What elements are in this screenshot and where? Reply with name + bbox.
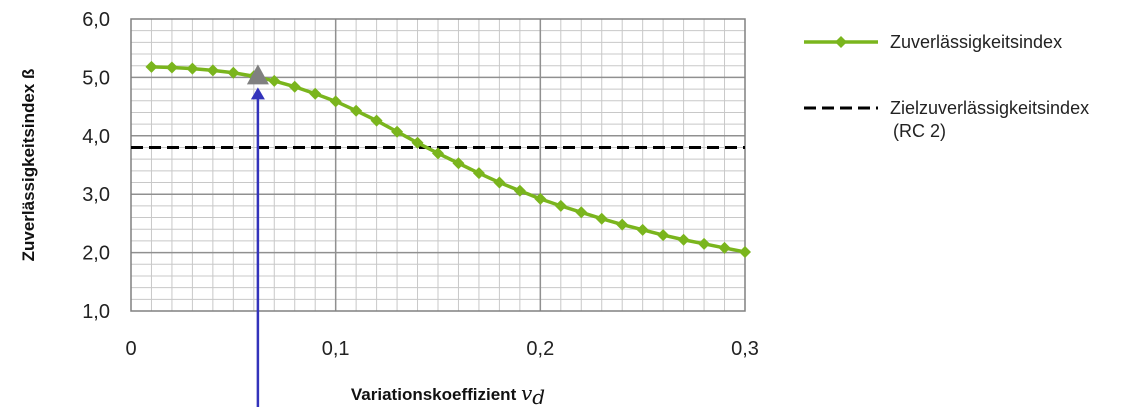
data-point-diamond <box>206 64 219 77</box>
data-point-diamond <box>657 229 670 242</box>
data-point-diamond <box>636 223 649 236</box>
data-point-diamond <box>186 62 199 75</box>
data-point-diamond <box>493 176 506 189</box>
x-axis-symbol-subscript: d <box>532 385 545 407</box>
x-axis-title: Variationskoeffizient vd <box>351 381 545 407</box>
legend-label-reliability: Zuverlässigkeitsindex <box>890 32 1062 52</box>
annotation-triangle-marker <box>246 64 269 85</box>
major-gridlines <box>131 19 745 311</box>
data-point-diamond <box>391 125 404 138</box>
y-tick-label: 6,0 <box>82 9 110 31</box>
x-tick-label: 0,2 <box>526 338 554 360</box>
data-point-diamond <box>329 95 342 108</box>
data-point-diamond <box>575 206 588 219</box>
data-point-diamond <box>739 246 751 259</box>
annotation-arrow-head <box>250 87 265 100</box>
legend-label-target-line2: (RC 2) <box>893 121 946 141</box>
y-tick-label: 5,0 <box>82 67 110 89</box>
y-axis-title: Zuverlässigkeitsindex ß <box>19 69 38 262</box>
data-point-diamond <box>554 199 567 212</box>
data-point-diamond <box>432 147 444 160</box>
plot-border <box>130 18 746 312</box>
data-point-diamond <box>718 241 731 254</box>
legend-label-target: Zielzuverlässigkeitsindex <box>890 98 1089 118</box>
y-tick-label: 2,0 <box>82 243 110 265</box>
data-point-diamond <box>534 192 547 205</box>
annotation <box>246 64 269 407</box>
legend-item-reliability: Zuverlässigkeitsindex <box>804 32 1062 52</box>
data-point-diamond <box>452 157 465 170</box>
x-tick-label: 0 <box>125 338 136 360</box>
data-point-diamond <box>677 233 690 246</box>
data-point-diamond <box>145 60 158 73</box>
x-tick-label: 0,1 <box>322 338 350 360</box>
x-axis-symbol: v <box>521 381 533 405</box>
x-axis-ticks: 0 0,1 0,2 0,3 <box>125 338 758 360</box>
legend-item-target: Zielzuverlässigkeitsindex (RC 2) <box>804 98 1089 141</box>
y-axis-ticks: 1,0 2,0 3,0 4,0 5,0 6,0 <box>82 9 110 323</box>
data-point-diamond <box>288 80 301 93</box>
data-point-diamond <box>350 104 363 117</box>
legend: Zuverlässigkeitsindex Zielzuverlässigkei… <box>804 32 1089 141</box>
y-tick-label: 3,0 <box>82 184 110 206</box>
data-point-diamond <box>268 74 281 87</box>
data-point-diamond <box>698 237 711 250</box>
data-point-diamond <box>165 61 178 74</box>
y-tick-label: 1,0 <box>82 301 110 323</box>
x-axis-title-text: Variationskoeffizient <box>351 385 517 404</box>
data-point-diamond <box>472 167 485 180</box>
legend-diamond-marker <box>835 36 847 48</box>
data-point-diamond <box>309 87 322 100</box>
data-point-diamond <box>227 66 240 79</box>
data-point-diamond <box>616 218 629 231</box>
x-tick-label: 0,3 <box>731 338 759 360</box>
data-point-diamond <box>370 114 383 127</box>
data-point-diamond <box>595 212 608 225</box>
y-tick-label: 4,0 <box>82 126 110 148</box>
data-point-diamond <box>411 136 424 149</box>
data-point-diamond <box>513 184 526 197</box>
